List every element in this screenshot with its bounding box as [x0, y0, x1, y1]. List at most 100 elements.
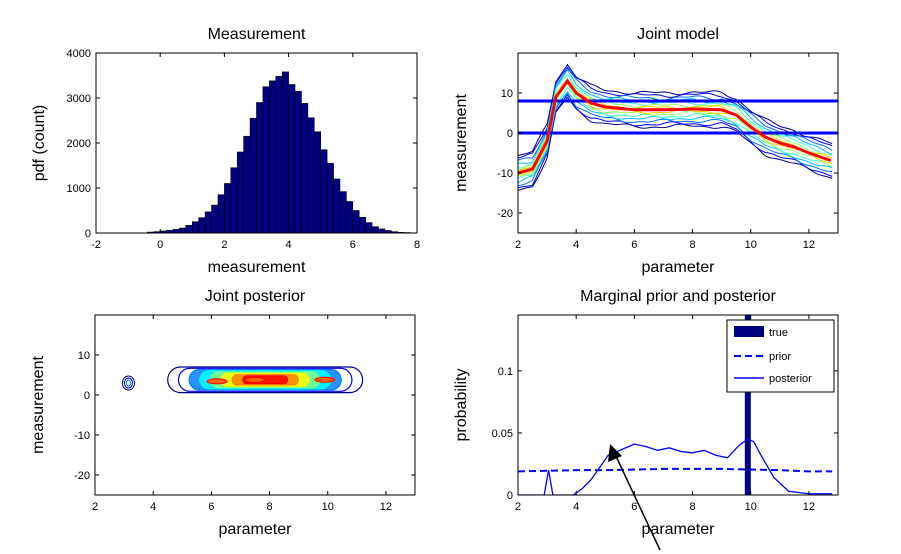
y-tick-label: 10: [78, 350, 90, 362]
histogram-bar: [217, 194, 225, 234]
histogram-bar: [243, 135, 251, 234]
y-axis-label: pdf (count): [31, 105, 48, 181]
histogram-bar: [236, 151, 244, 234]
histogram-bar: [365, 222, 373, 234]
axes-frame: [517, 52, 839, 234]
chart-title: Joint model: [637, 26, 719, 43]
histogram-bar: [313, 131, 321, 234]
y-tick-label: 4000: [67, 48, 91, 60]
histogram-bar: [339, 191, 347, 234]
x-axis-label: parameter: [219, 521, 293, 538]
posterior-contours: [121, 366, 364, 394]
small-contour: [123, 377, 133, 389]
x-axis-label: parameter: [642, 259, 716, 276]
legend-label-posterior: posterior: [769, 373, 812, 385]
histogram-bar: [281, 71, 289, 234]
mean-curve: [518, 78, 832, 175]
histogram-bar: [346, 201, 354, 234]
y-tick-label: 0.05: [492, 428, 513, 440]
x-tick-label: 2: [92, 501, 98, 513]
x-tick-label: 8: [414, 239, 420, 251]
histogram-bar: [185, 225, 193, 234]
contour-band: [518, 82, 833, 176]
y-tick-label: -10: [497, 168, 513, 180]
y-tick-label: 3000: [67, 93, 91, 105]
prior-line: [518, 467, 833, 473]
histogram-bar: [224, 183, 232, 234]
x-tick-label: 12: [803, 501, 815, 513]
y-tick-label: 2000: [67, 138, 91, 150]
plot-area: [95, 315, 415, 495]
x-tick-label: 0: [157, 239, 163, 251]
histogram-bar: [307, 117, 315, 234]
contour-band: [518, 77, 833, 172]
y-tick-label: 0: [507, 128, 513, 140]
x-axis-label: measurement: [208, 259, 306, 276]
histogram-bar: [179, 227, 187, 234]
histogram-bar: [378, 228, 386, 234]
histogram-bar: [358, 216, 366, 234]
histogram-bar: [301, 103, 309, 234]
histogram-bar: [275, 76, 283, 234]
chart-title: Joint posterior: [205, 288, 306, 305]
annotation-arrow-line: [613, 451, 661, 551]
histogram-bar: [352, 210, 360, 234]
x-tick-label: 2: [515, 501, 521, 513]
x-tick-label: 6: [208, 501, 214, 513]
x-tick-label: 8: [689, 239, 695, 251]
y-axis-label: probability: [453, 369, 470, 442]
x-tick-label: 6: [631, 501, 637, 513]
histogram-bar: [333, 178, 341, 234]
histogram-bar: [192, 221, 200, 234]
small-contour: [121, 375, 135, 391]
contour-band: [518, 86, 833, 179]
x-tick-label: 10: [322, 501, 334, 513]
histogram-bar: [249, 117, 257, 234]
y-tick-label: -20: [74, 470, 90, 482]
axes-frame: [517, 314, 839, 496]
y-axis-label: measurement: [30, 356, 47, 454]
small-contour: [125, 379, 131, 387]
legend-label-prior: prior: [769, 351, 791, 363]
annotation-arrow-head: [608, 444, 622, 462]
histogram-bar: [326, 162, 334, 234]
y-tick-label: 0: [507, 490, 513, 502]
histogram-bar: [230, 167, 238, 234]
x-tick-label: 8: [266, 501, 272, 513]
hot-spot: [314, 376, 336, 383]
histogram-bar: [371, 226, 379, 234]
y-tick-label: 1000: [67, 183, 91, 195]
x-tick-label: 12: [380, 501, 392, 513]
hot-spot: [244, 376, 266, 383]
x-tick-label: 2: [515, 239, 521, 251]
y-tick-label: 0: [85, 228, 91, 240]
contour-level: [167, 366, 364, 394]
histogram-bar: [294, 90, 302, 234]
histogram-bar: [198, 217, 206, 234]
x-tick-label: 12: [803, 239, 815, 251]
x-tick-label: 2: [221, 239, 227, 251]
x-tick-label: 4: [286, 239, 292, 251]
x-tick-label: 4: [150, 501, 156, 513]
histogram-bar: [204, 211, 212, 234]
histogram-bar: [262, 86, 270, 234]
y-tick-label: -20: [497, 208, 513, 220]
true-value-bar: [744, 315, 751, 495]
y-tick-label: 10: [501, 88, 513, 100]
x-tick-label: 10: [745, 501, 757, 513]
x-tick-label: -2: [91, 239, 101, 251]
y-tick-label: 0.1: [498, 366, 513, 378]
contour-band: [518, 63, 833, 157]
histogram-bar: [320, 149, 328, 234]
contour-level: [177, 367, 353, 392]
histogram-bar: [269, 80, 277, 234]
y-tick-label: -10: [74, 430, 90, 442]
axes-frame: [94, 314, 416, 496]
histogram-bar: [172, 229, 180, 234]
legend-label-true: true: [769, 327, 788, 339]
chart-title: Marginal prior and posterior: [580, 288, 776, 305]
y-tick-label: 0: [84, 390, 90, 402]
x-axis-label: parameter: [642, 521, 716, 538]
x-tick-label: 6: [350, 239, 356, 251]
